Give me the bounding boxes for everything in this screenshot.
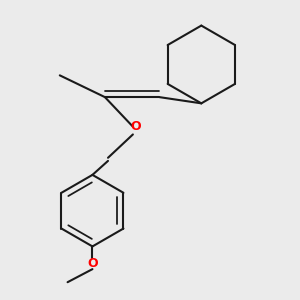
Text: O: O	[130, 119, 141, 133]
Text: O: O	[87, 257, 98, 270]
